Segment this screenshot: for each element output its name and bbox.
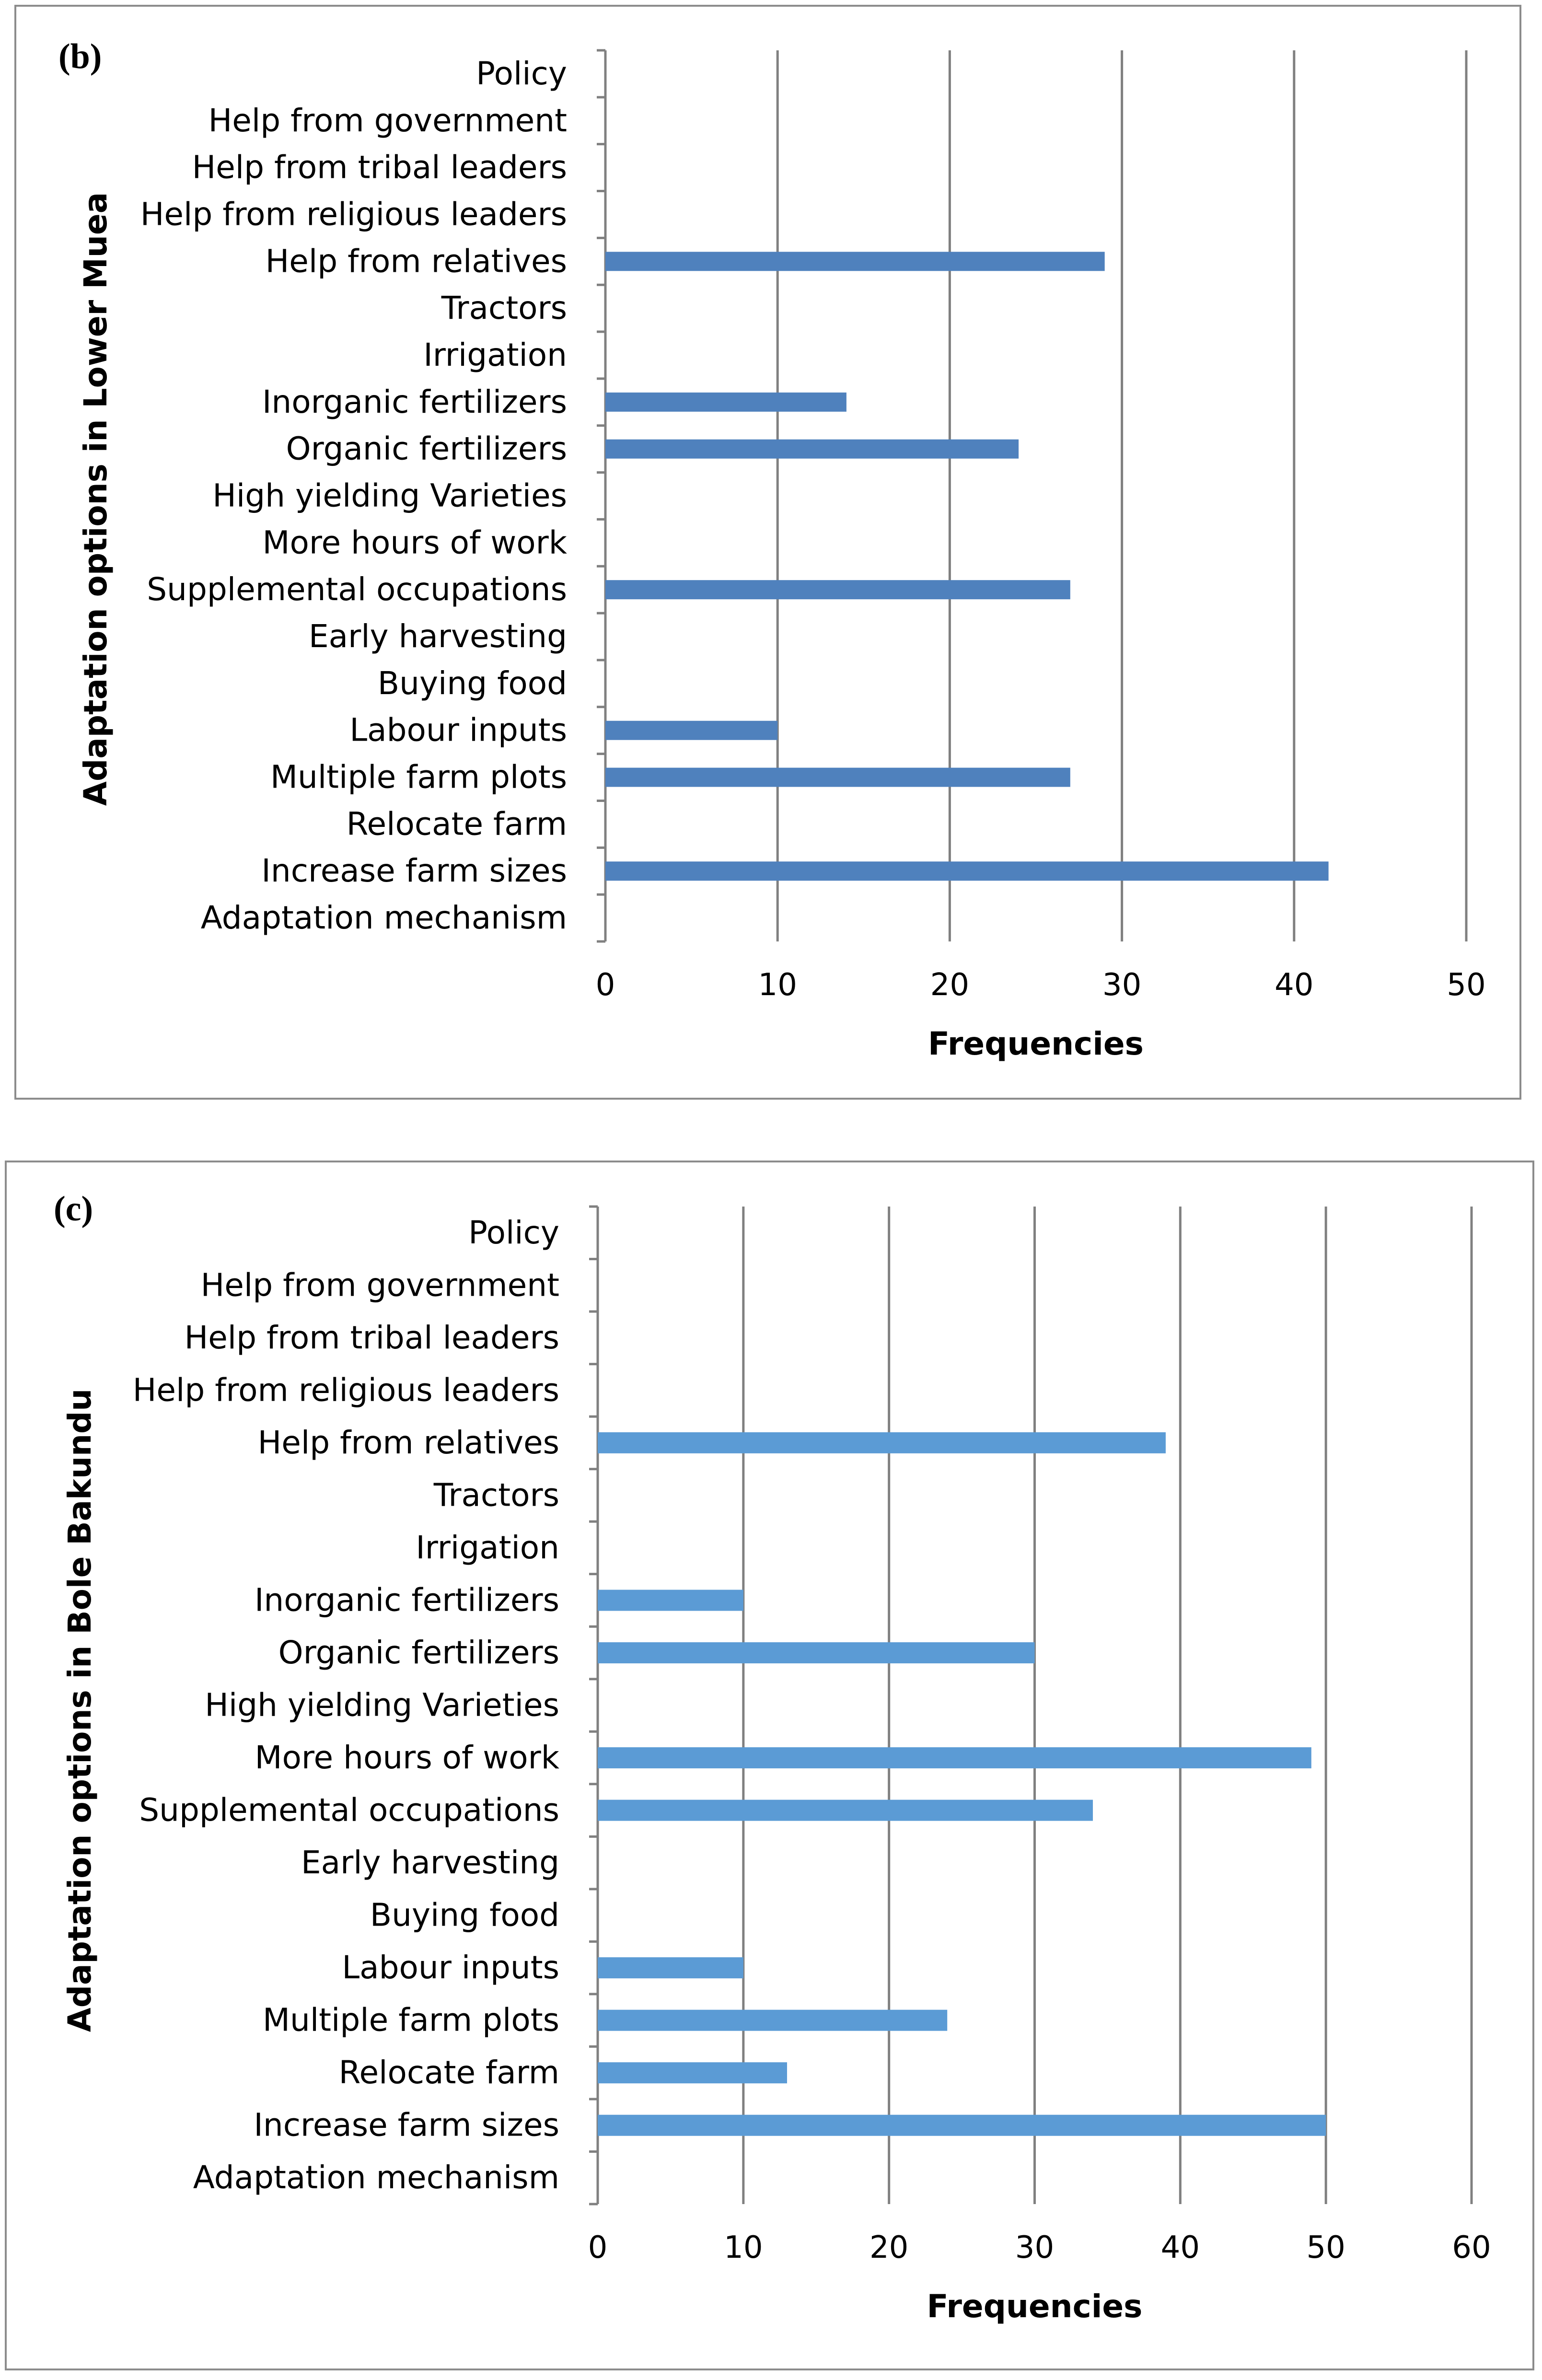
category-label: Supplemental occupations bbox=[139, 1792, 559, 1829]
category-label: Irrigation bbox=[423, 337, 567, 373]
category-label: Labour inputs bbox=[342, 1949, 559, 1986]
bar bbox=[598, 1800, 1093, 1821]
bar bbox=[605, 580, 1070, 600]
category-label: Organic fertilizers bbox=[286, 430, 567, 467]
panel-label: (b) bbox=[58, 37, 102, 76]
category-label: Help from tribal leaders bbox=[185, 1319, 559, 1356]
x-tick-label: 30 bbox=[1102, 967, 1141, 1003]
x-axis-title: Frequencies bbox=[928, 1025, 1144, 1062]
bar bbox=[605, 767, 1070, 787]
category-label: Tractors bbox=[441, 290, 567, 326]
category-label: Help from religious leaders bbox=[133, 1371, 559, 1408]
category-label: Multiple farm plots bbox=[270, 759, 567, 796]
x-tick-label: 60 bbox=[1452, 2230, 1491, 2265]
category-label: Buying food bbox=[378, 665, 567, 702]
x-tick-label: 10 bbox=[724, 2230, 763, 2265]
category-label: Help from relatives bbox=[258, 1424, 559, 1461]
bar bbox=[598, 1590, 743, 1611]
category-label: Tractors bbox=[433, 1476, 559, 1513]
bar-chart-lower-muea: Policy Help from government Help from trib… bbox=[77, 49, 1486, 1062]
category-label: Labour inputs bbox=[349, 712, 567, 749]
bar bbox=[605, 720, 778, 740]
x-tick-label: 20 bbox=[930, 967, 969, 1003]
category-label: Early harvesting bbox=[301, 1844, 559, 1881]
category-label: Help from government bbox=[201, 1266, 559, 1303]
category-label: Help from relatives bbox=[266, 243, 567, 279]
category-label: Supplemental occupations bbox=[147, 571, 567, 608]
chart-panel-b: (b) Policy Help from government Help from … bbox=[14, 5, 1521, 1100]
bar bbox=[605, 439, 1019, 459]
bar bbox=[598, 1642, 1035, 1663]
category-label: Inorganic fertilizers bbox=[262, 383, 567, 420]
x-tick-label: 10 bbox=[758, 967, 797, 1003]
x-tick-label: 20 bbox=[870, 2230, 908, 2265]
y-axis-title: Adaptation options in Bole Bakundu bbox=[61, 1389, 98, 2032]
category-label: Early harvesting bbox=[309, 618, 567, 655]
bar-chart-bole-bakundu: Policy Help from government Help from trib… bbox=[61, 1205, 1491, 2325]
bar bbox=[605, 861, 1329, 881]
category-label: More hours of work bbox=[263, 524, 568, 561]
category-label: High yielding Varieties bbox=[205, 1687, 559, 1724]
category-label: Organic fertilizers bbox=[278, 1634, 559, 1671]
bar bbox=[598, 1957, 743, 1979]
category-label: Relocate farm bbox=[339, 2054, 559, 2091]
x-tick-label: 30 bbox=[1015, 2230, 1054, 2265]
category-label: Adaptation mechanism bbox=[193, 2159, 559, 2196]
x-tick-label: 0 bbox=[588, 2230, 608, 2265]
bar bbox=[605, 392, 846, 412]
category-label: Relocate farm bbox=[347, 805, 567, 842]
bar bbox=[598, 2062, 787, 2084]
bar bbox=[605, 252, 1105, 271]
y-axis-title: Adaptation options in Lower Muea bbox=[77, 192, 114, 806]
category-label: High yielding Varieties bbox=[212, 477, 567, 514]
category-label: Increase farm sizes bbox=[254, 2107, 559, 2144]
bar bbox=[598, 2009, 948, 2031]
category-label: Help from religious leaders bbox=[140, 196, 567, 232]
bar bbox=[598, 1432, 1166, 1453]
category-label: Buying food bbox=[370, 1897, 559, 1934]
category-label: Help from tribal leaders bbox=[192, 149, 567, 186]
category-label: Policy bbox=[476, 55, 567, 92]
x-tick-label: 40 bbox=[1161, 2230, 1200, 2265]
bar bbox=[598, 2114, 1326, 2136]
category-label: Increase farm sizes bbox=[261, 852, 567, 889]
category-label: Inorganic fertilizers bbox=[255, 1581, 559, 1618]
category-label: Help from government bbox=[209, 102, 567, 139]
chart-panel-c: (c) Policy Help from government Help from … bbox=[5, 1161, 1534, 2370]
category-label: Irrigation bbox=[416, 1529, 559, 1566]
category-label: More hours of work bbox=[255, 1739, 560, 1776]
x-tick-label: 0 bbox=[596, 967, 615, 1003]
category-label: Multiple farm plots bbox=[263, 2002, 559, 2039]
category-label: Adaptation mechanism bbox=[201, 899, 567, 936]
x-tick-label: 50 bbox=[1306, 2230, 1345, 2265]
x-tick-label: 40 bbox=[1275, 967, 1313, 1003]
x-axis-title: Frequencies bbox=[927, 2288, 1143, 2325]
x-tick-label: 50 bbox=[1447, 967, 1485, 1003]
bar bbox=[598, 1747, 1311, 1769]
panel-label: (c) bbox=[54, 1189, 93, 1229]
category-label: Policy bbox=[468, 1214, 559, 1251]
